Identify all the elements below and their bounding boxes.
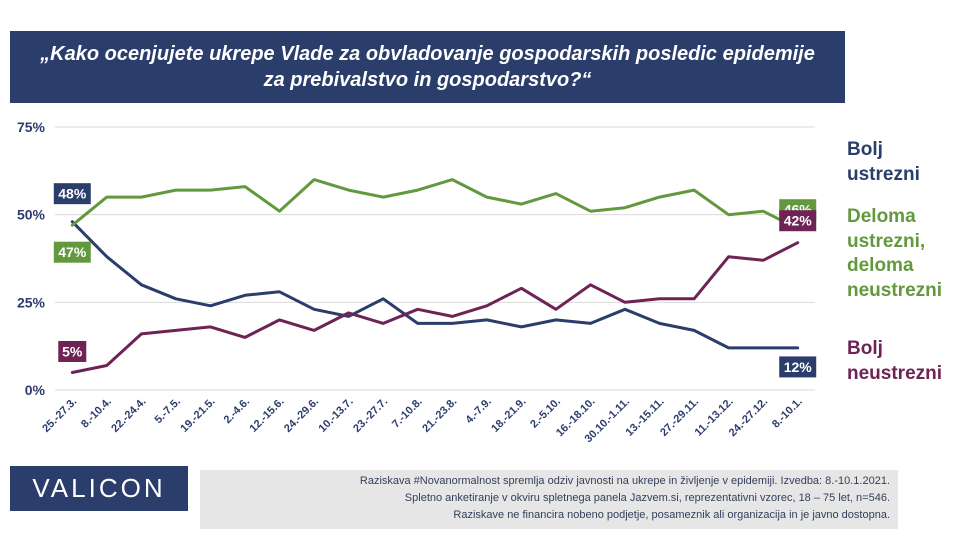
data-label-last-2-box — [779, 210, 817, 232]
x-tick-label: 12.-15.6. — [247, 396, 286, 435]
x-tick-label: 5.-7.5. — [152, 396, 183, 427]
x-tick-label: 24.-29.6. — [282, 396, 321, 435]
data-label-first-1-box — [53, 241, 91, 263]
x-tick-label: 8.-10.1. — [770, 396, 805, 431]
legend-deloma-line-3: deloma — [847, 255, 914, 277]
valicon-logo: VALICON — [10, 466, 188, 511]
x-tick-label: 4.-7.9. — [463, 396, 494, 427]
series-line-2 — [70, 241, 800, 374]
series-line-1 — [70, 178, 800, 231]
data-label-last-0-box — [779, 356, 817, 378]
chart-title-line-2: za prebivalstvo in gospodarstvo?“ — [263, 69, 592, 91]
legend-bolj-neustrezni-line-1: Bolj — [847, 338, 883, 359]
legend-deloma-line-1: Deloma — [847, 206, 916, 227]
x-tick-label: 2.-4.6. — [222, 396, 253, 427]
y-tick-label: 25% — [17, 294, 46, 310]
data-label-last-2: 42% — [784, 213, 813, 229]
x-tick-label: 10.-13.7. — [317, 396, 356, 435]
data-label-first-2: 5% — [62, 343, 83, 359]
data-label-first-0-box — [53, 183, 91, 205]
y-tick-label: 75% — [17, 119, 46, 135]
x-tick-label: 23.-27.7. — [351, 396, 390, 435]
legend-bolj-ustrezni: Bolj ustrezni — [847, 138, 920, 187]
x-tick-label: 21.-23.8. — [420, 396, 459, 435]
x-tick-label: 18.-21.9. — [489, 396, 528, 435]
x-tick-label: 2.-5.10. — [528, 396, 563, 431]
x-tick-label: 7.-10.8. — [390, 396, 425, 431]
footer-line-2: Spletno anketiranje v okviru spletnega p… — [404, 492, 890, 504]
data-label-last-0: 12% — [784, 359, 813, 375]
data-label-first-2-box — [58, 340, 87, 362]
legend-deloma: Deloma ustrezni, deloma neustrezni — [847, 205, 942, 304]
legend-bolj-neustrezni: Bolj neustrezni — [847, 337, 942, 386]
series-line-0 — [70, 220, 800, 350]
chart-title: „Kako ocenjujete ukrepe Vlade za obvlado… — [10, 31, 845, 103]
legend-bolj-ustrezni-line-1: Bolj — [847, 139, 883, 160]
legend-deloma-line-4: neustrezni — [847, 280, 943, 302]
legend-deloma-line-2: ustrezni, — [847, 230, 926, 252]
footer-note: Raziskava #Novanormalnost spremlja odziv… — [200, 470, 898, 529]
data-label-first-1: 47% — [58, 244, 87, 260]
footer-line-3: Raziskave ne financira nobeno podjetje, … — [453, 509, 890, 521]
x-tick-label: 25.-27.3. — [40, 396, 79, 435]
legend-bolj-neustrezni-line-2: neustrezni — [847, 362, 943, 384]
y-tick-label: 0% — [25, 382, 46, 398]
y-tick-label: 50% — [17, 207, 46, 223]
legend-bolj-ustrezni-line-2: ustrezni — [847, 163, 920, 185]
x-tick-label: 8.-10.4. — [79, 396, 114, 431]
x-tick-label: 19.-21.5. — [178, 396, 217, 435]
chart-title-line-1: „Kako ocenjujete ukrepe Vlade za obvlado… — [40, 43, 815, 65]
footer-line-1: Raziskava #Novanormalnost spremlja odziv… — [359, 475, 890, 487]
x-tick-label: 22.-24.4. — [109, 396, 148, 435]
data-label-first-0: 48% — [58, 186, 87, 202]
